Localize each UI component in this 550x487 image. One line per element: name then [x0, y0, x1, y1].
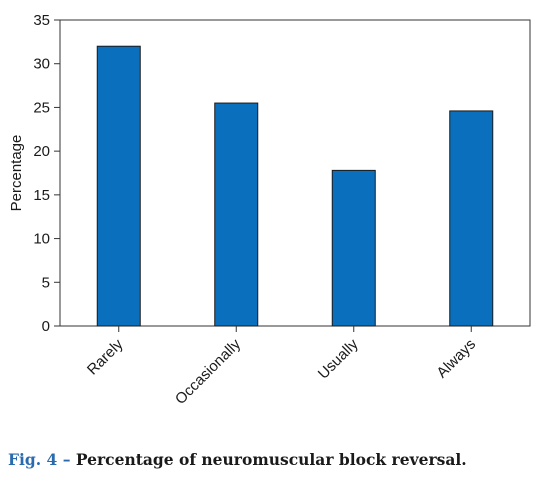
y-tick-label: 5	[42, 274, 50, 291]
y-axis: 0 5 10 15 20 25 30 35	[33, 12, 61, 335]
x-axis: Rarely Occasionally Usually Always	[84, 326, 479, 408]
caption-label: Fig. 4 –	[8, 450, 71, 469]
y-tick-label: 10	[33, 231, 50, 248]
x-tick-label: Occasionally	[172, 335, 245, 408]
bar-rarely	[96, 45, 141, 327]
figure-caption: Fig. 4 – Percentage of neuromuscular blo…	[8, 450, 467, 469]
y-tick-label: 30	[33, 56, 50, 73]
bar-chart: 0 5 10 15 20 25 30 35 Rarely Occasionally Usually…	[8, 12, 531, 408]
x-tick-label: Usually	[315, 335, 362, 382]
bar-usually	[331, 169, 376, 327]
y-tick-label: 15	[33, 187, 50, 204]
y-tick-label: 0	[42, 318, 50, 335]
y-tick-label: 20	[33, 143, 50, 160]
bar-occasionally	[214, 102, 259, 327]
x-tick-label: Always	[433, 336, 479, 382]
y-tick-label: 35	[33, 12, 50, 29]
x-tick-label: Rarely	[84, 335, 127, 378]
y-axis-title: Percentage	[8, 135, 25, 212]
caption-text: Percentage of neuromuscular block revers…	[75, 450, 467, 469]
bar-always	[449, 110, 494, 327]
bars	[96, 45, 494, 327]
y-tick-label: 25	[33, 99, 50, 116]
